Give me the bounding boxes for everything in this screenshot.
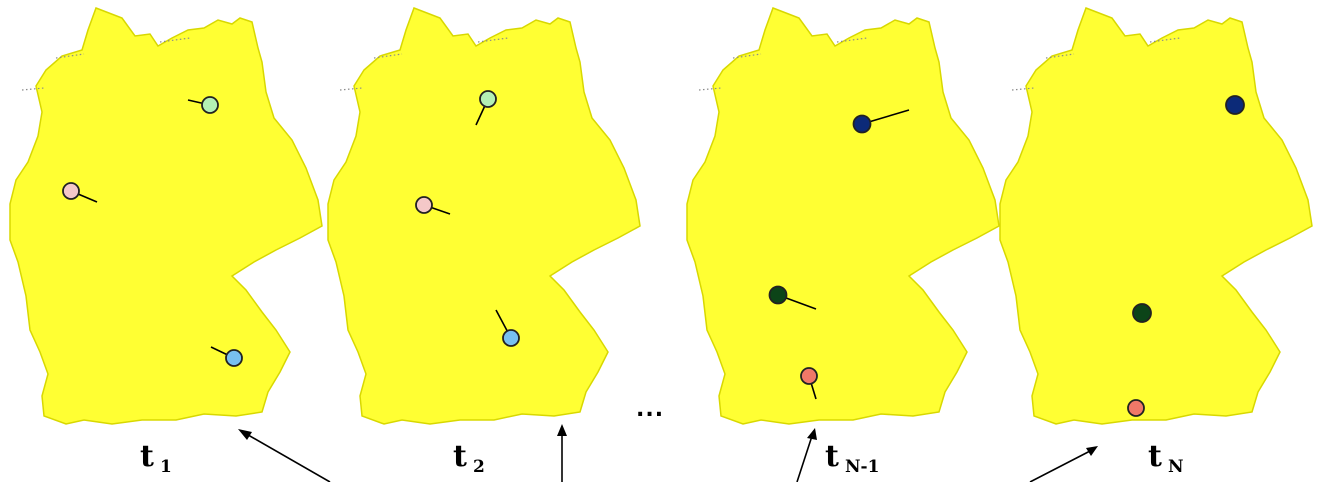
map-pin: [187, 96, 219, 114]
pin-head: [800, 367, 818, 385]
map-pin: [475, 90, 497, 126]
germany-map-shape: [9, 7, 323, 425]
pin-head: [479, 90, 497, 108]
pin-head: [415, 196, 433, 214]
arrow-to-t2: [557, 424, 567, 482]
germany-map-shape: [686, 7, 1000, 425]
map-pin: [800, 367, 818, 400]
time-label-main: t: [1148, 439, 1162, 474]
ellipsis-text: ...: [636, 397, 664, 422]
map-panel-t2: t 2: [327, 7, 641, 477]
map-pin: [852, 109, 910, 134]
time-label-subscript: N: [1168, 457, 1184, 477]
map-pin: [1127, 399, 1145, 417]
pin-head: [768, 285, 788, 305]
germany-map-shape: [327, 7, 641, 425]
arrow-to-tN-1: [796, 428, 817, 482]
arrow-to-tN: [1029, 446, 1098, 482]
time-label-main: t: [140, 439, 154, 474]
arrows: [238, 424, 1098, 482]
map-pin: [62, 182, 98, 203]
pin-head: [225, 349, 243, 367]
time-label-subscript: N-1: [845, 457, 879, 477]
pin-head: [201, 96, 219, 114]
map-pin: [1132, 303, 1152, 323]
time-label-subscript: 1: [160, 457, 172, 477]
pin-head: [502, 329, 520, 347]
map-panel-tN: t N: [999, 7, 1313, 477]
map-pin: [415, 196, 451, 215]
map-pin: [495, 309, 520, 347]
time-label-main: t: [453, 439, 467, 474]
pin-head: [1127, 399, 1145, 417]
map-panel-tN-1: t N-1: [686, 7, 1000, 477]
pin-head: [1132, 303, 1152, 323]
pin-head: [852, 114, 872, 134]
germany-map-shape: [999, 7, 1313, 425]
map-pin: [1225, 95, 1245, 115]
time-label-main: t: [825, 439, 839, 474]
pin-head: [1225, 95, 1245, 115]
map-panel-t1: t 1: [9, 7, 323, 477]
time-label-subscript: 2: [473, 457, 485, 477]
pin-head: [62, 182, 80, 200]
map-pin: [768, 285, 817, 310]
map-pin: [210, 346, 243, 367]
arrow-to-t1: [238, 429, 331, 482]
